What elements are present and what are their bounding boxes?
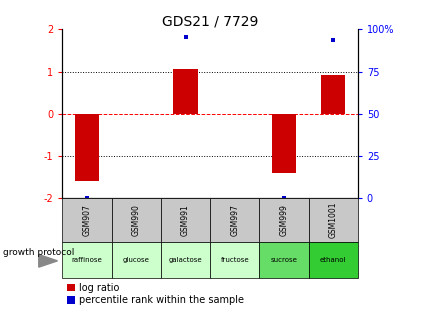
Bar [308,198,357,242]
Text: GSM1001: GSM1001 [328,202,337,238]
Bar [173,69,197,113]
Text: glucose: glucose [123,257,149,263]
Bar [111,242,160,278]
Text: GSM907: GSM907 [83,204,92,236]
Title: GDS21 / 7729: GDS21 / 7729 [162,14,258,28]
Text: galactose: galactose [168,257,202,263]
Bar [259,242,308,278]
Bar [308,242,357,278]
Bar [271,113,295,173]
Text: ethanol: ethanol [319,257,346,263]
Text: sucrose: sucrose [270,257,297,263]
Text: growth protocol: growth protocol [3,248,74,257]
Bar [160,198,210,242]
Bar [320,75,344,113]
Text: GSM990: GSM990 [132,204,141,236]
Bar [75,113,99,181]
Bar [259,198,308,242]
Text: fructose: fructose [220,257,249,263]
Text: GSM991: GSM991 [181,204,190,236]
Bar [111,198,160,242]
Legend: log ratio, percentile rank within the sample: log ratio, percentile rank within the sa… [67,283,243,305]
Polygon shape [39,254,57,267]
Bar [62,198,111,242]
Text: raffinose: raffinose [71,257,102,263]
Bar [62,242,111,278]
Bar [160,242,210,278]
Bar [210,242,259,278]
Text: GSM999: GSM999 [279,204,288,236]
Text: GSM997: GSM997 [230,204,239,236]
Bar [210,198,259,242]
